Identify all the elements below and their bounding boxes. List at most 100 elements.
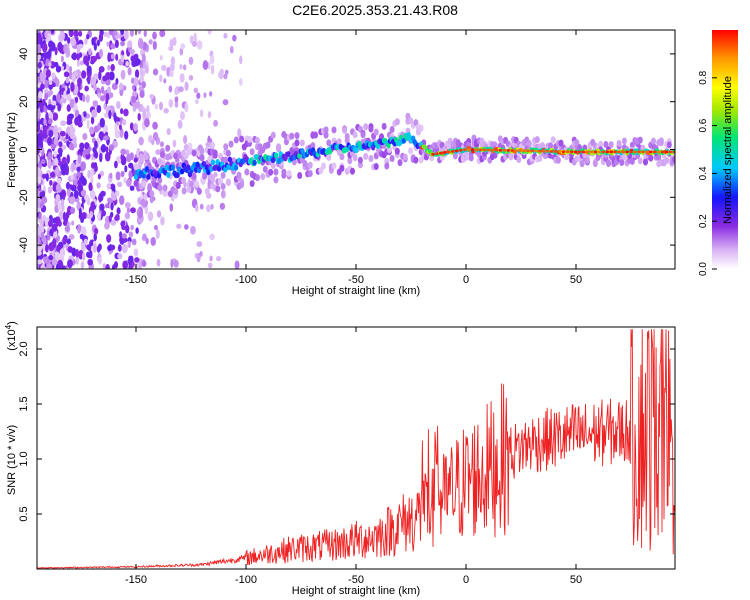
- y-tick-label: 2.0: [18, 341, 30, 356]
- noise-speck: [91, 109, 98, 118]
- noise-speck: [237, 128, 242, 138]
- halo-speck: [157, 157, 163, 165]
- noise-speck: [120, 148, 127, 156]
- noise-speck: [59, 130, 66, 137]
- halo-speck: [526, 139, 532, 147]
- noise-speck: [170, 258, 174, 268]
- noise-speck: [146, 104, 150, 115]
- noise-speck: [40, 158, 46, 165]
- peak-point: [478, 148, 483, 152]
- y-tick-label: 0: [18, 146, 30, 152]
- noise-speck: [152, 68, 159, 76]
- noise-speck: [168, 98, 174, 108]
- peak-point: [510, 149, 514, 152]
- noise-speck: [182, 64, 187, 71]
- noise-speck: [110, 63, 115, 72]
- noise-speck: [209, 91, 213, 97]
- halo-speck: [650, 137, 656, 145]
- noise-speck: [109, 105, 115, 112]
- noise-speck: [133, 122, 138, 132]
- noise-speck: [129, 185, 135, 191]
- noise-speck: [219, 68, 224, 76]
- noise-speck: [51, 72, 56, 80]
- noise-speck: [209, 55, 215, 65]
- peak-point: [656, 150, 661, 154]
- ridge-point: [186, 164, 191, 171]
- noise-speck: [68, 142, 74, 151]
- noise-speck: [80, 216, 84, 224]
- noise-speck: [110, 43, 117, 49]
- noise-speck: [129, 30, 135, 37]
- halo-speck: [384, 162, 390, 170]
- noise-speck: [138, 160, 142, 170]
- peak-point: [585, 150, 590, 154]
- noise-speck: [111, 194, 118, 201]
- noise-speck: [122, 237, 128, 243]
- halo-speck: [249, 148, 255, 156]
- noise-speck: [60, 55, 64, 63]
- noise-speck: [79, 233, 84, 240]
- noise-speck: [137, 30, 142, 35]
- noise-speck: [71, 220, 75, 226]
- peak-point: [601, 150, 606, 154]
- halo-speck: [294, 132, 300, 140]
- peak-point: [431, 152, 435, 156]
- noise-speck: [48, 242, 55, 252]
- peak-point: [526, 149, 530, 153]
- noise-speck: [210, 64, 215, 75]
- noise-speck: [68, 65, 72, 73]
- noise-speck: [238, 78, 243, 86]
- halo-speck: [584, 156, 590, 164]
- noise-speck: [90, 201, 96, 209]
- halo-speck: [621, 137, 627, 145]
- noise-speck: [193, 87, 199, 94]
- noise-speck: [127, 40, 133, 48]
- peak-point: [577, 150, 582, 154]
- noise-speck: [114, 160, 118, 169]
- noise-speck: [134, 69, 140, 79]
- noise-speck: [123, 177, 127, 184]
- noise-speck: [199, 109, 204, 118]
- noise-speck: [65, 133, 69, 140]
- halo-speck: [138, 153, 144, 161]
- noise-speck: [203, 92, 207, 98]
- noise-speck: [105, 93, 110, 101]
- noise-speck: [48, 62, 52, 68]
- halo-speck: [413, 156, 419, 164]
- noise-speck: [149, 196, 154, 204]
- noise-speck: [97, 173, 102, 180]
- noise-speck: [96, 182, 101, 189]
- noise-speck: [89, 240, 94, 247]
- ridge-point: [144, 166, 149, 173]
- halo-speck: [347, 157, 353, 165]
- peak-point: [561, 150, 566, 154]
- noise-speck: [229, 45, 234, 54]
- halo-speck: [310, 142, 316, 150]
- noise-speck: [90, 116, 95, 125]
- noise-speck: [114, 123, 118, 132]
- noise-speck: [114, 39, 119, 49]
- noise-speck: [106, 41, 110, 47]
- halo-speck: [339, 153, 345, 161]
- halo-speck: [225, 178, 231, 186]
- noise-speck: [126, 207, 131, 213]
- noise-speck: [134, 58, 141, 66]
- noise-speck: [143, 30, 147, 37]
- snr-x-axis-label: Height of straight line (km): [292, 585, 420, 597]
- noise-speck: [137, 38, 144, 49]
- halo-speck: [233, 136, 239, 144]
- noise-speck: [91, 37, 95, 46]
- noise-speck: [77, 121, 83, 128]
- ridge-point: [166, 171, 171, 178]
- noise-speck: [124, 201, 131, 209]
- noise-speck: [44, 244, 49, 253]
- noise-speck: [66, 63, 70, 72]
- halo-speck: [188, 180, 194, 188]
- noise-speck: [107, 52, 111, 63]
- noise-speck: [139, 67, 143, 77]
- y-tick-label: 0.5: [18, 506, 30, 521]
- peak-point: [573, 150, 578, 154]
- noise-speck: [83, 55, 89, 66]
- noise-speck: [159, 30, 166, 38]
- halo-speck: [658, 137, 664, 145]
